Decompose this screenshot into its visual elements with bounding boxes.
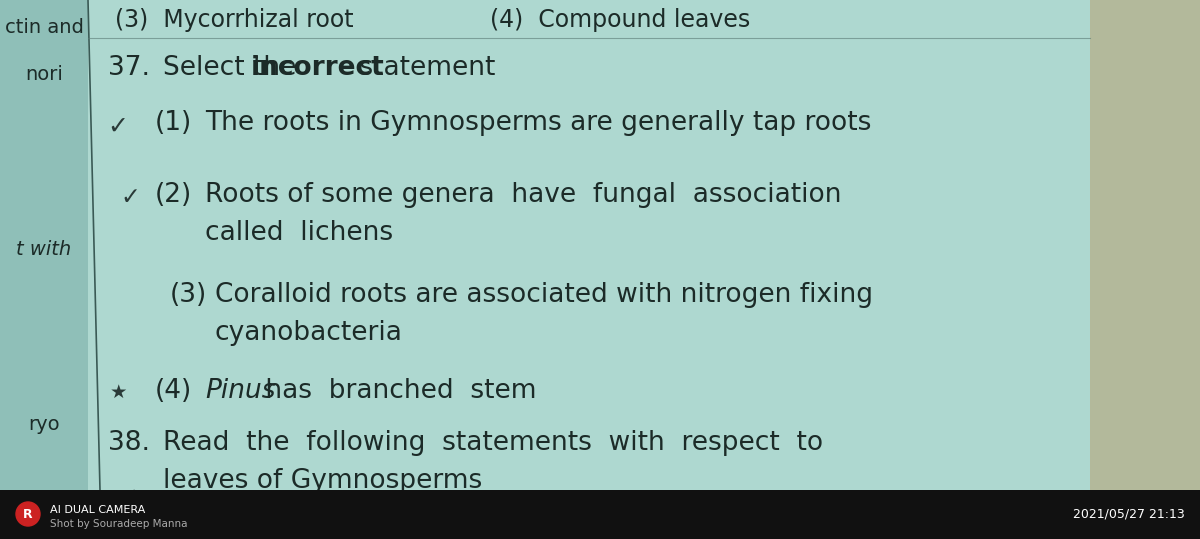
Bar (0, 0, 88, 490)
Text: cyanobacteria: cyanobacteria (215, 320, 403, 346)
Text: AI DUAL CAMERA: AI DUAL CAMERA (50, 505, 145, 515)
Text: has  branched  stem: has branched stem (257, 378, 536, 404)
Text: Shot by Souradeep Manna: Shot by Souradeep Manna (50, 519, 187, 529)
Text: incorrect: incorrect (251, 55, 385, 81)
Text: ✓: ✓ (120, 185, 140, 209)
Text: ctin and: ctin and (5, 18, 84, 37)
Text: ✓: ✓ (108, 115, 128, 139)
Text: leaves of Gymnosperms: leaves of Gymnosperms (163, 468, 482, 494)
Text: ★: ★ (109, 383, 127, 402)
Text: ryo: ryo (28, 415, 60, 434)
Text: t with: t with (17, 240, 72, 259)
Text: The roots in Gymnosperms are generally tap roots: The roots in Gymnosperms are generally t… (205, 110, 871, 136)
Text: ✓: ✓ (121, 487, 139, 507)
Text: 2021/05/27 21:13: 2021/05/27 21:13 (1073, 508, 1186, 521)
Text: (3)  Mycorrhizal root: (3) Mycorrhizal root (115, 8, 354, 32)
Bar (0, 490, 1200, 539)
Text: (4): (4) (155, 378, 192, 404)
Text: statement: statement (352, 55, 496, 81)
Circle shape (16, 502, 40, 526)
Text: Select the: Select the (163, 55, 305, 81)
Text: Read  the  following  statements  with  respect  to: Read the following statements with respe… (163, 430, 823, 456)
Bar (1090, 0, 1200, 490)
Text: 38.: 38. (108, 430, 150, 456)
Text: Pinus: Pinus (205, 378, 276, 404)
Text: (1): (1) (155, 110, 192, 136)
Text: called  lichens: called lichens (205, 220, 394, 246)
Text: (2): (2) (155, 182, 192, 208)
Text: Roots of some genera  have  fungal  association: Roots of some genera have fungal associa… (205, 182, 841, 208)
Text: nori: nori (25, 65, 62, 84)
Text: 37.: 37. (108, 55, 150, 81)
Text: (4)  Compound leaves: (4) Compound leaves (490, 8, 750, 32)
Text: (3): (3) (170, 282, 208, 308)
Text: R: R (23, 508, 32, 521)
Text: Coralloid roots are associated with nitrogen fixing: Coralloid roots are associated with nitr… (215, 282, 874, 308)
